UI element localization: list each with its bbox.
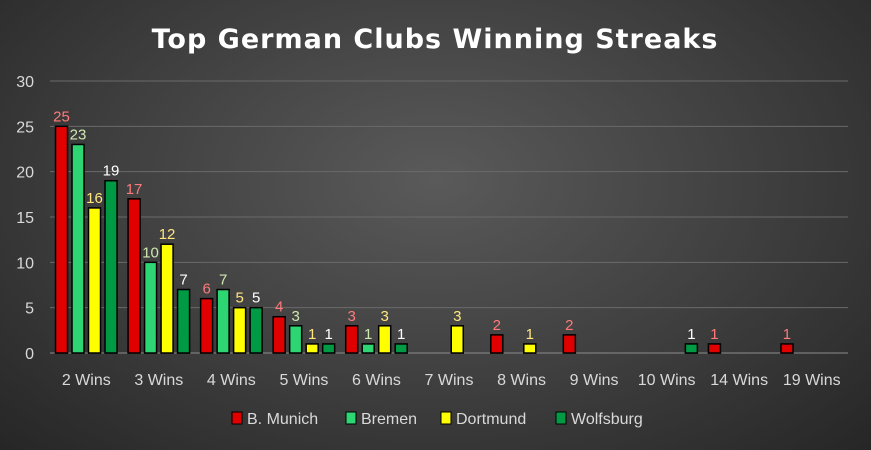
y-axis: 0 5 10 15 20 25 30 xyxy=(16,74,34,363)
y-tick-label: 25 xyxy=(16,119,34,136)
chart-title: Top German Clubs Winning Streaks xyxy=(152,24,719,55)
legend-label: B. Munich xyxy=(247,411,318,428)
legend-label: Bremen xyxy=(361,411,417,428)
y-tick-label: 10 xyxy=(16,255,34,272)
y-tick-label: 0 xyxy=(25,346,34,363)
bar xyxy=(54,125,69,354)
legend: B. Munich Bremen Dortmund Wolfsburg xyxy=(231,411,643,428)
data-label: 1 xyxy=(364,326,372,343)
x-tick-label: 8 Wins xyxy=(497,372,546,389)
data-label: 1 xyxy=(783,326,791,343)
x-tick-label: 2 Wins xyxy=(62,372,111,389)
bar xyxy=(87,207,102,354)
bar xyxy=(321,343,336,354)
x-tick-label: 7 Wins xyxy=(425,372,474,389)
data-label: 1 xyxy=(324,326,332,343)
bar xyxy=(71,143,85,354)
data-label: 7 xyxy=(179,272,187,289)
legend-swatch xyxy=(231,411,243,425)
legend-label: Wolfsburg xyxy=(571,411,643,428)
data-label: 1 xyxy=(710,326,718,343)
bar xyxy=(344,325,359,354)
legend-swatch xyxy=(345,411,357,425)
bar xyxy=(199,297,214,354)
bar xyxy=(394,343,408,354)
data-label: 19 xyxy=(103,163,120,180)
x-tick-label: 6 Wins xyxy=(352,372,401,389)
data-label: 3 xyxy=(348,308,356,325)
bar xyxy=(684,343,699,354)
bars xyxy=(54,125,794,354)
bar xyxy=(160,243,174,354)
data-label: 2 xyxy=(493,317,501,334)
bar xyxy=(232,306,247,354)
data-label: 7 xyxy=(219,272,227,289)
legend-item: Wolfsburg xyxy=(555,411,643,428)
data-label: 1 xyxy=(397,326,405,343)
y-tick-label: 30 xyxy=(16,74,34,91)
data-label: 12 xyxy=(159,226,176,243)
bar xyxy=(249,306,263,354)
x-tick-label: 9 Wins xyxy=(570,372,619,389)
legend-item: Dortmund xyxy=(440,411,526,428)
legend-item: Bremen xyxy=(345,411,417,428)
data-label: 23 xyxy=(70,126,87,143)
data-label: 4 xyxy=(275,299,283,316)
bar xyxy=(288,325,303,354)
y-tick-label: 5 xyxy=(25,301,34,318)
bar xyxy=(272,315,286,354)
bar xyxy=(143,261,158,354)
legend-label: Dortmund xyxy=(456,411,526,428)
bar xyxy=(361,343,375,354)
y-tick-label: 15 xyxy=(16,210,34,227)
data-label: 6 xyxy=(202,281,210,298)
bar xyxy=(780,343,794,354)
data-label: 17 xyxy=(126,181,143,198)
bar xyxy=(377,325,392,354)
x-tick-label: 5 Wins xyxy=(279,372,328,389)
bar xyxy=(305,343,319,354)
x-tick-label: 3 Wins xyxy=(134,372,183,389)
bar xyxy=(176,288,191,354)
legend-item: B. Munich xyxy=(231,411,318,428)
bar xyxy=(490,334,504,354)
bar xyxy=(104,179,118,354)
x-tick-label: 14 Wins xyxy=(710,372,768,389)
bar xyxy=(523,343,537,354)
x-tick-label: 19 Wins xyxy=(783,372,841,389)
y-tick-label: 20 xyxy=(16,165,34,182)
x-tick-label: 4 Wins xyxy=(207,372,256,389)
bar xyxy=(450,325,464,354)
data-label: 3 xyxy=(381,308,389,325)
legend-swatch xyxy=(440,411,452,425)
data-label: 5 xyxy=(252,290,260,307)
data-label: 2 xyxy=(565,317,573,334)
bar xyxy=(562,334,577,354)
x-axis: 2 Wins 3 Wins 4 Wins 5 Wins 6 Wins 7 Wins 8 Wi… xyxy=(62,372,841,389)
data-label: 5 xyxy=(235,290,243,307)
data-label: 3 xyxy=(291,308,299,325)
data-label: 1 xyxy=(687,326,695,343)
bar xyxy=(127,198,141,354)
x-tick-label: 10 Wins xyxy=(638,372,696,389)
data-label: 1 xyxy=(308,326,316,343)
bar xyxy=(216,288,230,354)
data-label: 25 xyxy=(53,108,70,125)
data-label: 10 xyxy=(142,244,159,261)
data-label: 1 xyxy=(526,326,534,343)
bar xyxy=(707,343,722,354)
legend-swatch xyxy=(555,411,567,425)
data-label: 3 xyxy=(453,308,461,325)
data-label: 16 xyxy=(86,190,103,207)
